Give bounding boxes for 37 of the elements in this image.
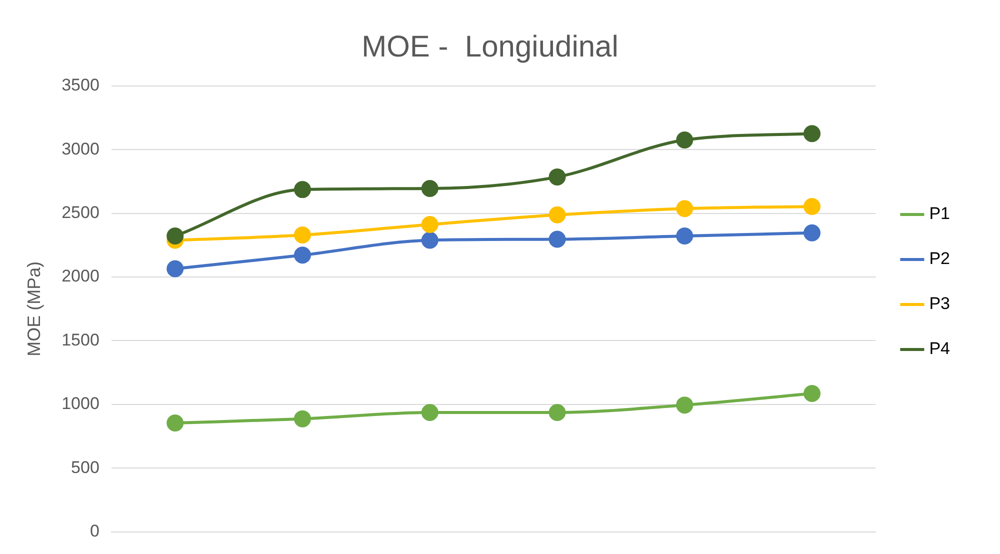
point [166,228,184,245]
point [676,132,694,149]
point [421,232,438,249]
y-tick-label: 2500 [62,203,100,222]
point [804,224,821,242]
point [294,246,311,264]
point [166,260,184,278]
point [294,226,311,244]
chart-title: MOE - Longiudinal [362,30,618,64]
y-tick-label: 3500 [62,76,100,95]
point [548,230,566,248]
point [421,180,438,198]
point [548,404,566,421]
y-tick-label: 3000 [62,139,100,158]
y-axis-title: MOE (MPa) [24,261,44,356]
point [421,404,438,421]
legend-label: P3 [929,294,950,314]
point [676,200,694,218]
y-tick-label: 500 [71,458,100,477]
legend-label: P4 [929,339,950,358]
legend-label: P1 [929,204,950,224]
point [421,216,438,233]
point [804,384,821,402]
legend-label: P2 [929,249,950,268]
point [676,228,694,245]
point [294,410,311,428]
point [804,125,821,142]
y-tick-label: 2000 [62,266,100,286]
y-tick-label: 0 [90,521,100,540]
point [676,396,694,414]
point [294,181,311,198]
point [804,198,821,215]
y-tick-label: 1000 [62,394,100,414]
point [548,168,566,186]
point [548,206,566,224]
y-tick-label: 1500 [62,330,100,350]
point [166,414,184,432]
